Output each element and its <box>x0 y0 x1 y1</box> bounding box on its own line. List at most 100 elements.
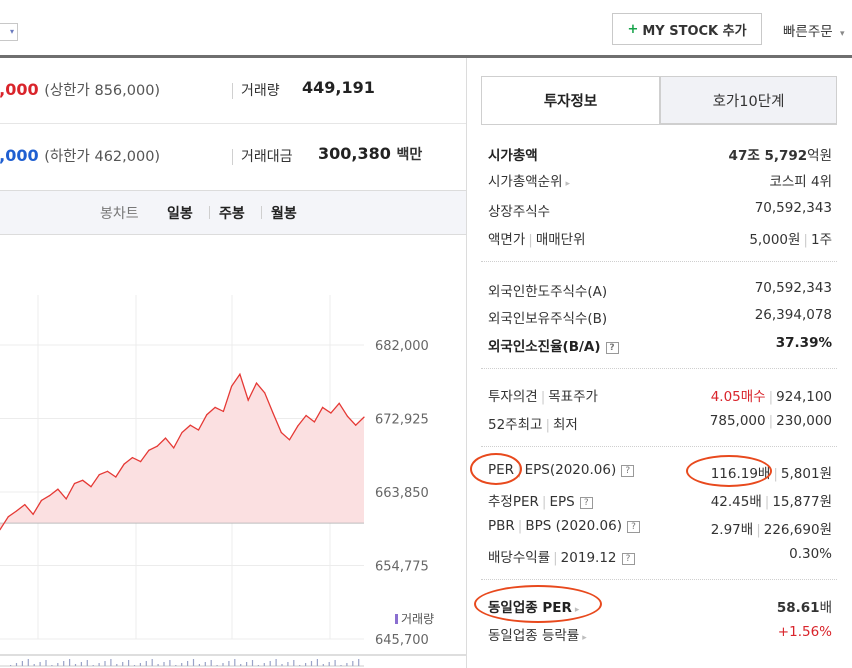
unit-value-text: 1주 <box>810 232 832 248</box>
est-per-label: 추정PER | EPS? <box>488 490 593 510</box>
add-my-stock-button[interactable]: + MY STOCK 추가 <box>612 13 762 45</box>
per-label-text: PER <box>488 462 515 478</box>
y-tick-label: 654,775 <box>375 560 429 575</box>
shares-label: 상장주식수 <box>488 204 551 220</box>
bps-label-text: BPS (2020.06) <box>525 518 622 534</box>
price-chart[interactable]: 682,000 672,925 663,850 654,775 645,700 <box>0 235 466 668</box>
volume-value: 449,191 <box>302 78 375 97</box>
amount-unit: 백만 <box>396 147 423 163</box>
y-tick-label: 663,850 <box>375 486 429 501</box>
foreign-limit-label: 외국인한도주식수(A) <box>488 284 608 300</box>
divider <box>232 149 233 165</box>
help-icon[interactable]: ? <box>621 465 635 477</box>
tab-invest-info[interactable]: 투자정보 <box>481 76 660 124</box>
tab-candle-chart[interactable]: 봉차트 <box>100 206 139 222</box>
volume-bar <box>21 661 23 666</box>
price-point <box>40 499 43 502</box>
price-point <box>222 410 224 412</box>
help-icon[interactable]: ? <box>626 521 640 533</box>
divider: | <box>517 462 522 478</box>
volume-bar <box>352 661 354 666</box>
sector-change-label[interactable]: 동일업종 등락률 ▸ <box>488 624 587 644</box>
volume-bar <box>33 664 35 666</box>
volume-bar <box>15 663 18 666</box>
high-price: 0,000 (상한가 856,000) <box>0 79 160 100</box>
tab-orderbook[interactable]: 호가10단계 <box>660 76 837 124</box>
price-point <box>57 488 59 490</box>
header-divider <box>0 55 852 58</box>
y-tick-label: 645,700 <box>375 633 429 648</box>
volume-bar <box>122 662 124 666</box>
price-panel: 0,000 (상한가 856,000) 거래량 449,191 4,000 (하… <box>0 58 466 668</box>
sector-per-unit: 배 <box>819 600 832 616</box>
foreign-hold-row: 외국인보유주식수(B) 26,394,078 <box>488 307 832 329</box>
volume-bar <box>198 664 200 666</box>
volume-bar <box>334 660 336 666</box>
price-point <box>90 486 92 488</box>
est-per-row: 추정PER | EPS? 42.45배 | 15,877원 <box>488 490 832 512</box>
price-point <box>82 479 84 481</box>
volume-bar <box>269 661 271 666</box>
tab-monthly[interactable]: 월봉 <box>271 206 297 222</box>
price-point <box>288 439 291 441</box>
quick-order-menu[interactable]: 빠른주문 ▾ <box>783 20 845 40</box>
per-value: 116.19배 | 5,801원 <box>711 462 832 482</box>
market-cap-unit: 억원 <box>807 148 832 164</box>
price-point <box>272 412 274 414</box>
price-point <box>363 416 365 418</box>
opinion-row: 투자의견 | 목표주가 4.05매수 | 924,100 <box>488 385 832 407</box>
chevron-down-icon: ▾ <box>839 29 845 39</box>
pbr-label: PBR | BPS (2020.06)? <box>488 518 640 534</box>
price-point <box>123 463 125 465</box>
opinion-label-text: 투자의견 <box>488 389 538 405</box>
divider: | <box>528 232 533 248</box>
w52-low-value: 230,000 <box>776 413 832 429</box>
price-point <box>206 414 208 416</box>
est-per-value: 42.45배 | 15,877원 <box>711 490 832 510</box>
shares-value: 70,592,343 <box>754 200 832 216</box>
help-icon[interactable]: ? <box>621 553 635 565</box>
volume-bar <box>210 660 212 666</box>
price-point <box>181 431 183 434</box>
upper-limit-label: (상한가 856,000) <box>44 83 161 99</box>
volume-legend: 거래량 <box>395 610 434 627</box>
high-price-value: 0,000 <box>0 80 39 99</box>
volume-bar <box>63 661 65 666</box>
price-point <box>346 415 349 417</box>
divider: | <box>540 389 546 405</box>
cap-rank-label[interactable]: 시가총액순위 ▸ <box>488 170 570 190</box>
volume-bar <box>346 663 348 666</box>
help-icon[interactable]: ? <box>605 342 619 354</box>
pbr-value: 2.97배 | 226,690원 <box>711 518 832 538</box>
price-point <box>156 445 158 447</box>
tab-weekly[interactable]: 주봉 <box>219 206 245 222</box>
sector-change-value: +1.56% <box>777 624 832 640</box>
dividend-value: 0.30% <box>789 546 832 562</box>
low-price: 4,000 (하한가 462,000) <box>0 145 160 166</box>
volume-bar <box>104 661 106 666</box>
bps-value-text: 226,690원 <box>763 522 832 538</box>
price-point <box>140 461 142 463</box>
divider: | <box>768 413 774 429</box>
market-select[interactable]: ▾ <box>0 23 18 41</box>
volume-bar <box>240 664 242 666</box>
price-point <box>131 457 133 459</box>
divider: | <box>773 466 778 482</box>
price-point <box>49 495 51 497</box>
help-icon[interactable]: ? <box>579 497 593 509</box>
volume-bar <box>181 663 183 666</box>
section-divider <box>481 368 837 369</box>
top-bar: ▾ + MY STOCK 추가 빠른주문 ▾ <box>0 0 852 58</box>
tab-daily[interactable]: 일봉 <box>167 206 193 222</box>
chart-tabs: 봉차트 일봉 주봉 월봉 <box>0 191 466 235</box>
volume-bar <box>216 665 218 666</box>
sector-per-label-text: 동일업종 PER <box>488 600 572 616</box>
volume-bar <box>151 659 153 666</box>
sector-per-label[interactable]: 동일업종 PER ▸ <box>488 596 579 616</box>
per-label: PER | EPS(2020.06)? <box>488 462 635 478</box>
divider: | <box>768 389 774 405</box>
price-point <box>7 516 9 518</box>
volume-bar <box>251 660 254 666</box>
price-point <box>148 449 150 451</box>
price-point <box>313 421 315 423</box>
